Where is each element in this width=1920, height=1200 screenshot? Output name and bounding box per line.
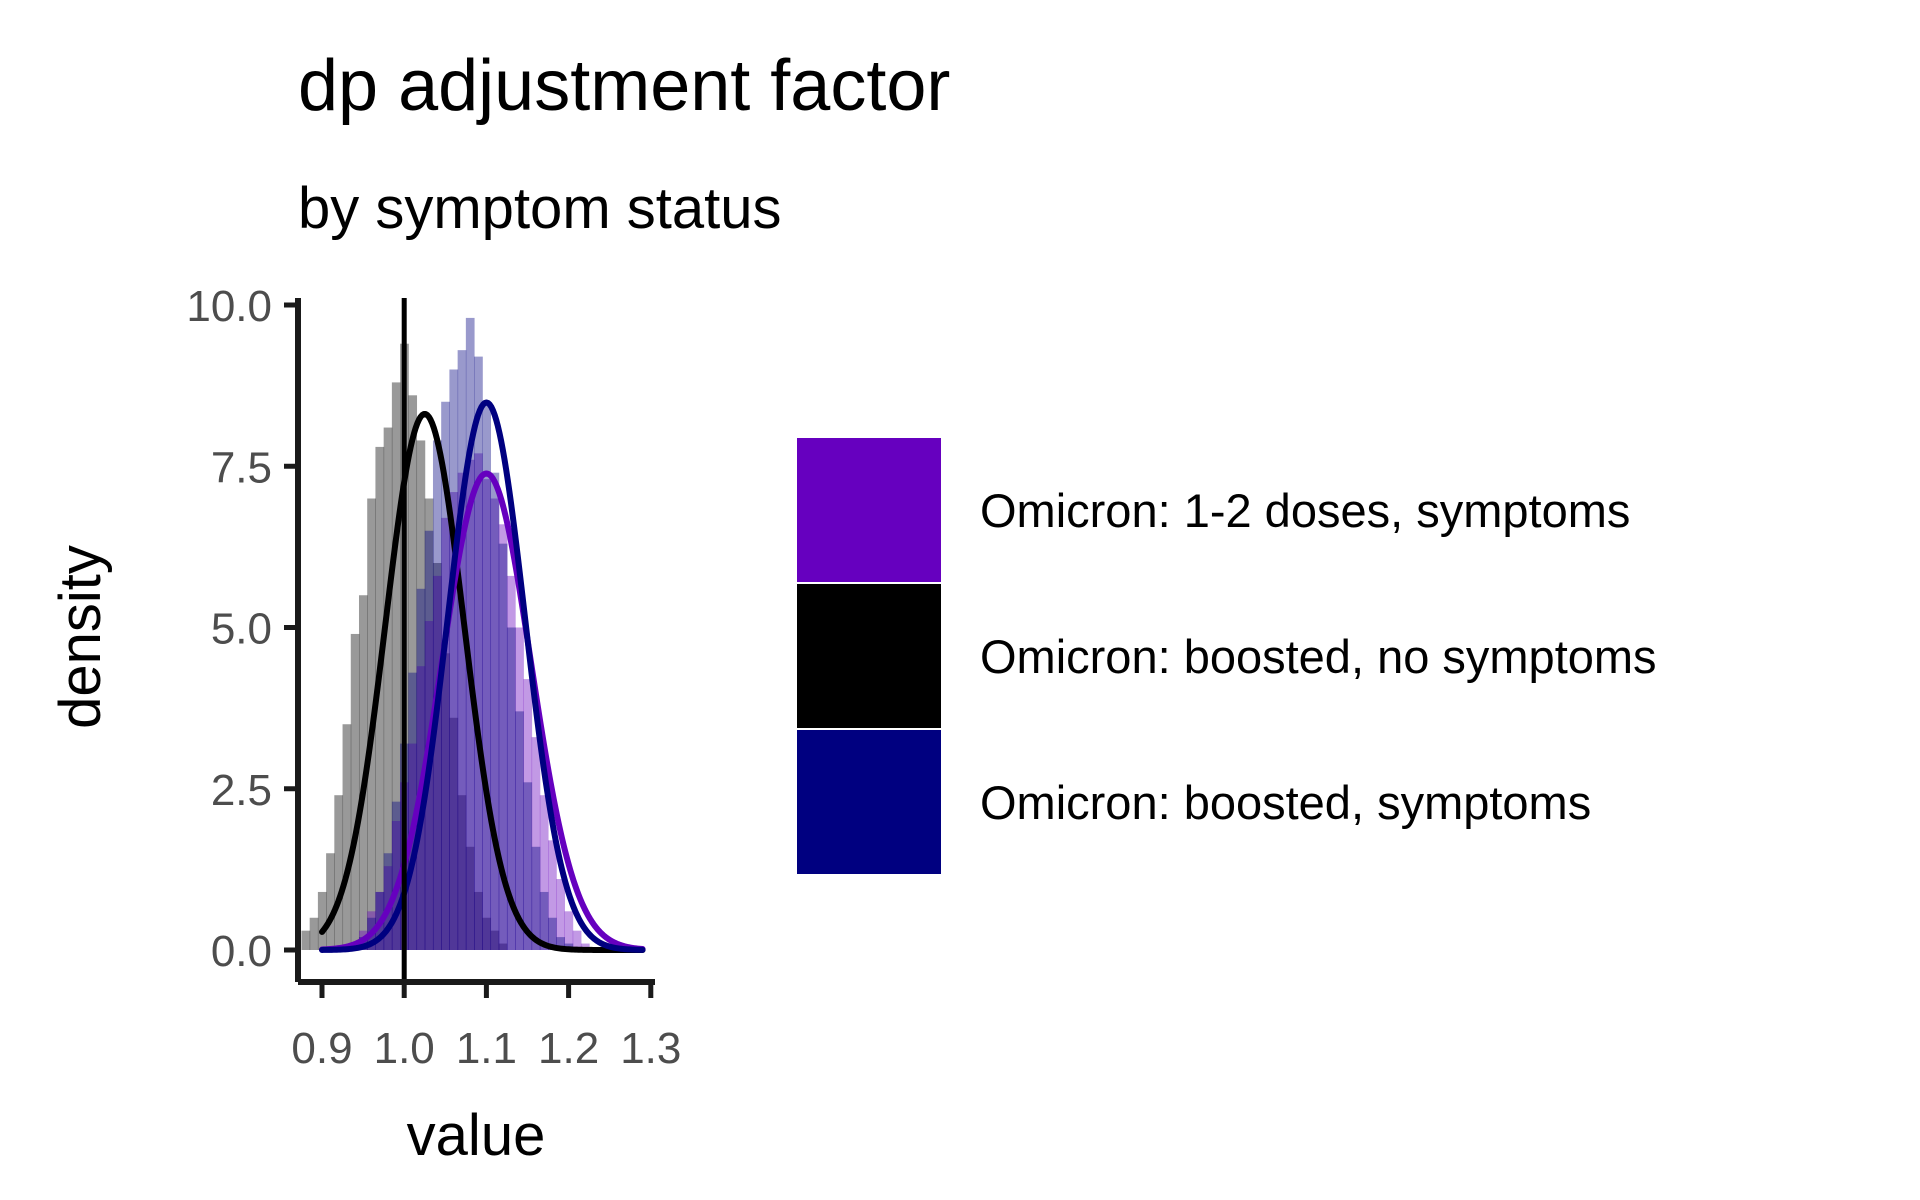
- histogram-bar: [449, 492, 459, 950]
- x-axis-title: value: [407, 1103, 546, 1168]
- histogram-bar: [474, 356, 483, 951]
- histogram-bar: [482, 479, 492, 950]
- histogram-bar: [539, 891, 549, 950]
- x-tick-label: 0.9: [291, 1024, 352, 1073]
- histogram-bar: [432, 575, 442, 950]
- histogram-bar: [556, 879, 565, 950]
- histogram-bar: [531, 737, 541, 950]
- histogram-bar: [375, 446, 385, 950]
- legend-key-omicron-boosted-symptoms: [795, 728, 943, 876]
- histogram-bar: [506, 575, 516, 950]
- chart-title: dp adjustment factor: [298, 46, 950, 126]
- histogram-bar: [580, 943, 590, 950]
- x-tick-label: 1.3: [620, 1024, 681, 1073]
- histogram-bar: [391, 382, 401, 950]
- histogram-bar: [474, 891, 483, 950]
- legend-key-omicron-boosted-no-symptoms: [795, 582, 943, 730]
- histogram-bar: [531, 846, 541, 950]
- x-tick-label: 1.1: [456, 1024, 517, 1073]
- histogram-bar: [498, 524, 508, 950]
- histogram-bar: [572, 930, 582, 950]
- histogram-bar: [515, 711, 524, 950]
- histogram-bar: [523, 782, 533, 950]
- legend-key-omicron-1-2-doses-symptoms: [795, 436, 943, 584]
- y-tick-label: 7.5: [211, 443, 272, 492]
- y-tick-label: 2.5: [211, 766, 272, 815]
- histogram-bar: [457, 795, 467, 950]
- histogram-bar: [408, 743, 418, 950]
- histogram-bar: [432, 563, 442, 950]
- histogram-bar: [490, 472, 500, 950]
- y-tick-label: 10.0: [186, 282, 272, 331]
- density-curve-omicron-boosted-symptoms: [319, 399, 646, 953]
- histogram-bar: [556, 937, 565, 950]
- histogram-bar: [539, 795, 549, 950]
- histogram-bar: [482, 917, 492, 950]
- density-curve-omicron-1-2-doses-symptoms: [319, 470, 646, 953]
- legend: Omicron: 1-2 doses, symptoms Omicron: boo…: [795, 436, 1657, 876]
- histogram-bar: [334, 795, 344, 950]
- histogram-bar: [457, 350, 467, 950]
- histogram-bar: [416, 440, 426, 950]
- histogram-bar: [342, 724, 352, 950]
- axes: [295, 298, 655, 985]
- histogram-bar: [548, 840, 557, 950]
- histogram-bar: [498, 943, 508, 950]
- histogram-bar: [490, 930, 500, 950]
- histogram-bar: [498, 543, 508, 950]
- histogram-bar: [548, 917, 557, 950]
- histogram-bar: [474, 453, 483, 950]
- histogram-bar: [465, 317, 475, 950]
- histogram-bar: [383, 853, 393, 950]
- y-axis-title: density: [48, 545, 113, 729]
- y-tick-label: 5.0: [211, 605, 272, 654]
- x-tick-label: 1.0: [374, 1024, 435, 1073]
- x-tick-label: 1.2: [538, 1024, 599, 1073]
- histogram-bar: [441, 653, 450, 950]
- density-curve-omicron-boosted-no-symptoms: [319, 411, 646, 953]
- histogram-bar: [416, 588, 426, 950]
- histogram-bar: [326, 853, 335, 950]
- histogram-bar: [301, 930, 311, 950]
- histogram-bar: [490, 498, 500, 950]
- histogram-bar: [408, 672, 418, 950]
- legend-label-omicron-boosted-symptoms: Omicron: boosted, symptoms: [980, 776, 1591, 829]
- ticks: 0.0 2.5 5.0 7.5 10.0 0.9 1.0 1.1 1.2 1.3: [186, 282, 681, 1073]
- chart-subtitle: by symptom status: [298, 176, 781, 241]
- histogram-bar: [350, 633, 360, 950]
- histogram-bar: [441, 401, 450, 950]
- legend-label-omicron-boosted-no-symptoms: Omicron: boosted, no symptoms: [980, 630, 1657, 683]
- histogram-bar: [449, 369, 459, 950]
- histogram-bar: [317, 891, 327, 950]
- histogram-bar: [457, 472, 467, 950]
- legend-label-omicron-1-2-doses-symptoms: Omicron: 1-2 doses, symptoms: [980, 484, 1630, 537]
- histogram-bar: [465, 846, 475, 950]
- histogram-bar: [515, 627, 524, 950]
- y-tick-label: 0.0: [211, 927, 272, 976]
- histogram-bar: [564, 911, 574, 950]
- histogram-bar: [523, 679, 533, 950]
- histogram-bar: [449, 717, 459, 950]
- histogram-bar: [441, 517, 450, 950]
- histogram-bar: [391, 801, 401, 950]
- plot-area: [301, 298, 646, 982]
- histogram-bar: [465, 459, 475, 950]
- histogram-bar: [383, 427, 393, 950]
- histogram-bar: [309, 917, 319, 950]
- histogram-bar: [506, 627, 516, 950]
- histogram-bar: [482, 401, 492, 950]
- histogram-bar: [408, 395, 418, 950]
